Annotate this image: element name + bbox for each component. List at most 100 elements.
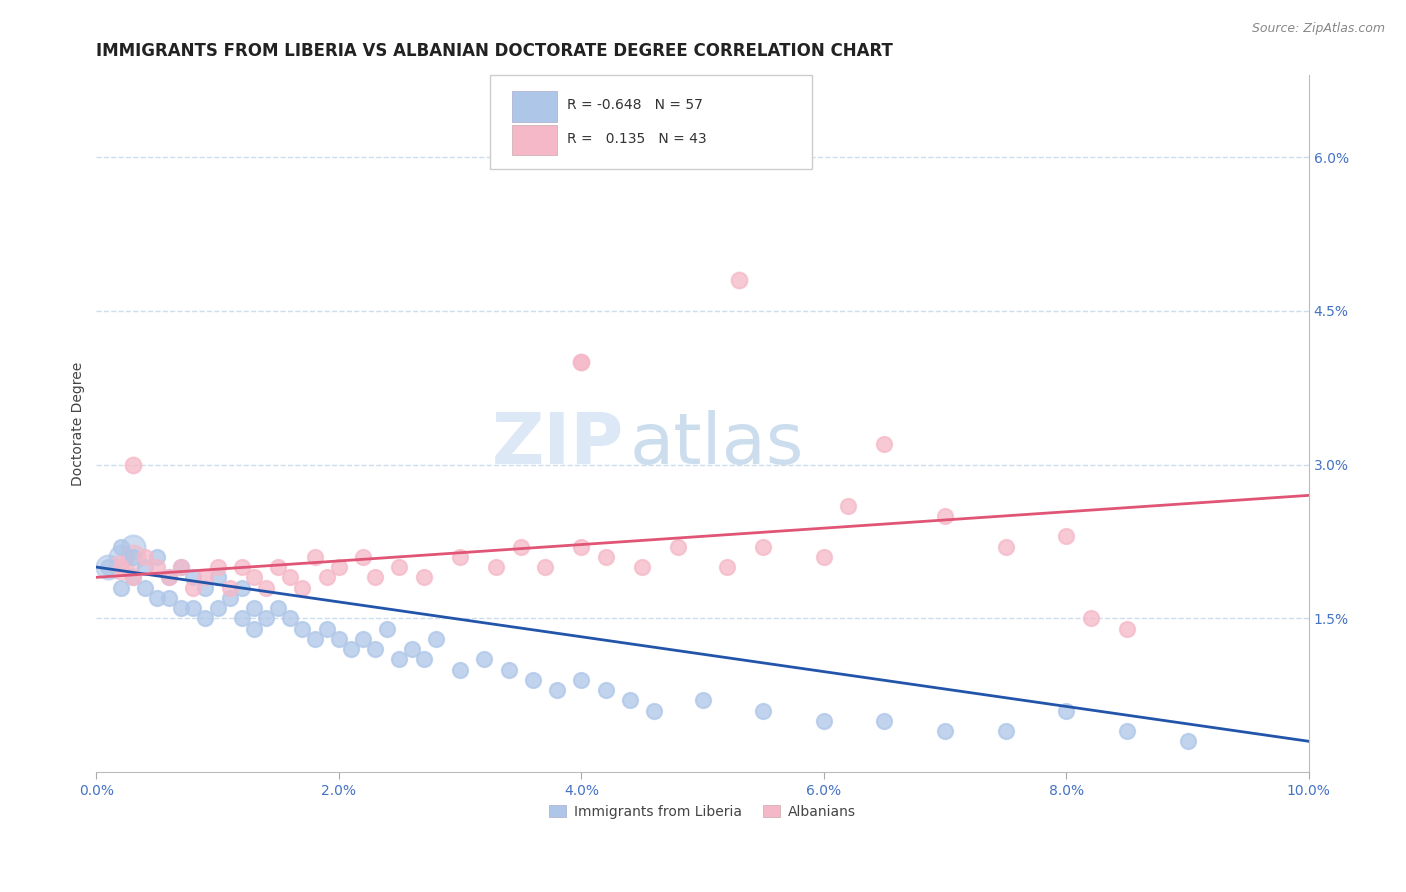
Point (121, 549, 143, 564)
Point (207, 570, 229, 584)
Point (207, 601, 229, 615)
Point (352, 632, 374, 646)
Point (170, 601, 193, 615)
Point (328, 632, 350, 646)
Point (134, 549, 156, 564)
Point (546, 683, 568, 698)
Point (121, 458, 143, 472)
Point (752, 150, 775, 164)
Point (97, 560, 120, 574)
Point (1080, 611, 1102, 625)
Point (110, 560, 132, 574)
Point (146, 560, 169, 574)
Point (157, 570, 180, 584)
Point (595, 549, 617, 564)
Point (218, 581, 240, 595)
Point (569, 355, 592, 369)
Text: R =   0.135   N = 43: R = 0.135 N = 43 (567, 132, 706, 145)
Point (873, 714, 896, 728)
Point (569, 673, 592, 687)
Point (873, 437, 896, 451)
Point (1177, 734, 1199, 748)
Point (194, 570, 217, 584)
Point (569, 355, 592, 369)
Point (472, 652, 495, 666)
Point (231, 611, 253, 625)
Point (110, 581, 132, 595)
Point (619, 693, 641, 707)
Point (752, 704, 775, 718)
Point (231, 560, 253, 574)
Point (752, 540, 775, 554)
Point (134, 581, 156, 595)
Point (134, 560, 156, 574)
Point (97, 560, 120, 574)
Point (146, 591, 169, 605)
Point (304, 632, 326, 646)
Point (280, 570, 302, 584)
Point (364, 570, 387, 584)
Point (1116, 622, 1139, 636)
Point (291, 581, 314, 595)
Point (340, 642, 363, 657)
Point (157, 591, 180, 605)
Point (692, 150, 714, 164)
Point (254, 581, 277, 595)
Point (280, 611, 302, 625)
Point (183, 570, 205, 584)
Point (994, 540, 1017, 554)
Point (401, 642, 423, 657)
Point (569, 540, 592, 554)
Point (243, 622, 266, 636)
Point (254, 611, 277, 625)
Point (194, 581, 217, 595)
Point (388, 652, 411, 666)
Point (425, 632, 447, 646)
Point (1054, 529, 1077, 543)
Point (643, 704, 665, 718)
Point (352, 549, 374, 564)
Point (522, 673, 544, 687)
Point (813, 714, 835, 728)
Point (267, 560, 290, 574)
Point (243, 601, 266, 615)
Point (291, 622, 314, 636)
Point (449, 549, 471, 564)
Point (304, 549, 326, 564)
FancyBboxPatch shape (512, 91, 557, 122)
Point (509, 540, 531, 554)
Point (183, 581, 205, 595)
Text: atlas: atlas (630, 410, 804, 479)
FancyBboxPatch shape (491, 75, 811, 169)
Point (183, 601, 205, 615)
Point (110, 549, 132, 564)
Point (170, 560, 193, 574)
Point (121, 549, 143, 564)
Point (728, 273, 751, 287)
Point (110, 540, 132, 554)
Y-axis label: Doctorate Degree: Doctorate Degree (72, 361, 86, 486)
Point (666, 540, 689, 554)
Text: ZIP: ZIP (492, 410, 624, 479)
Text: Source: ZipAtlas.com: Source: ZipAtlas.com (1251, 22, 1385, 36)
Point (412, 570, 434, 584)
Point (218, 591, 240, 605)
Point (121, 540, 143, 554)
Point (170, 560, 193, 574)
Point (388, 560, 411, 574)
Point (412, 652, 434, 666)
Text: R = -0.648   N = 57: R = -0.648 N = 57 (567, 98, 703, 112)
Legend: Immigrants from Liberia, Albanians: Immigrants from Liberia, Albanians (544, 799, 862, 824)
Point (375, 622, 398, 636)
FancyBboxPatch shape (512, 125, 557, 155)
Point (364, 642, 387, 657)
Point (692, 693, 714, 707)
Point (716, 560, 738, 574)
Point (243, 570, 266, 584)
Point (534, 560, 557, 574)
Point (631, 560, 654, 574)
Point (121, 570, 143, 584)
Point (449, 663, 471, 677)
Point (498, 663, 520, 677)
Point (110, 560, 132, 574)
